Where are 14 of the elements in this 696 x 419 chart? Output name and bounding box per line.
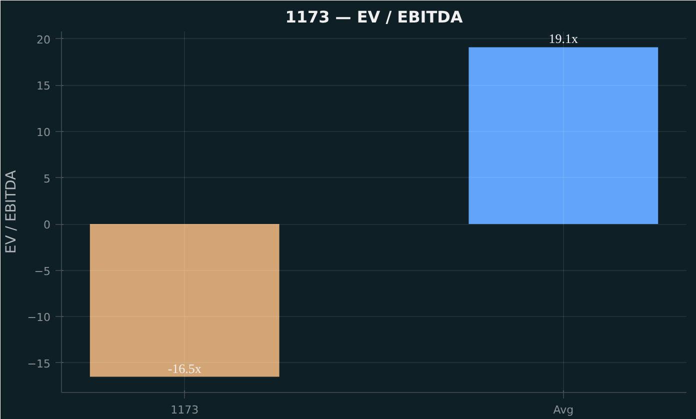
y-axis-title: EV / EBITDA	[3, 170, 20, 254]
y-tick-label: 15	[36, 80, 51, 93]
chart-title: 1173 — EV / EBITDA	[285, 8, 464, 26]
data-label: 19.1x	[548, 31, 579, 46]
y-tick-label: 5	[44, 172, 50, 186]
x-tick-label: Avg	[553, 404, 574, 416]
y-tick-label: 20	[36, 33, 51, 46]
y-tick-label: −15	[27, 357, 51, 370]
y-tick-label: 10	[36, 126, 51, 139]
y-tick-label: −10	[27, 311, 51, 324]
y-tick-label: 0	[44, 218, 50, 232]
y-tick-label: −5	[34, 264, 51, 278]
data-label: -16.5x	[168, 360, 202, 376]
x-tick-label: 1173	[170, 404, 199, 416]
